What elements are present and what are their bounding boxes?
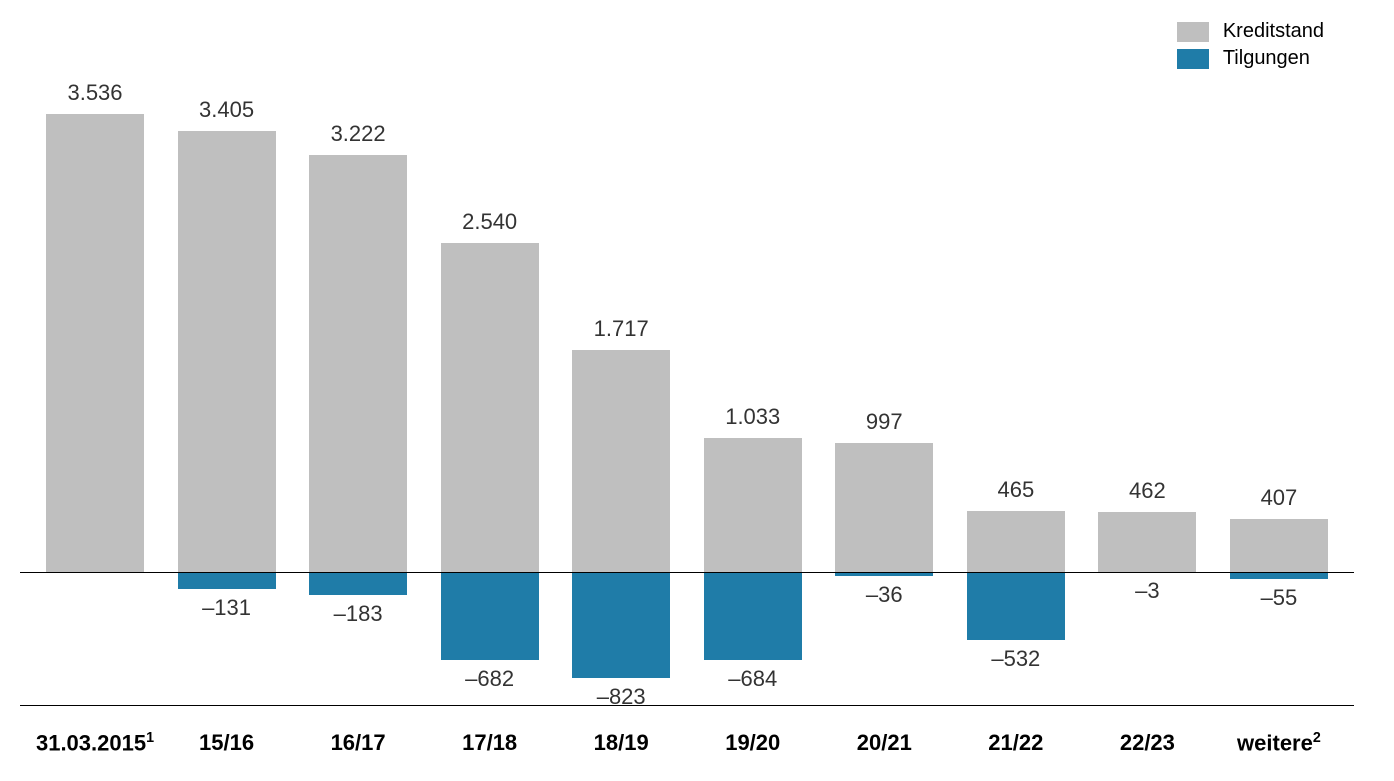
x-axis-label: 21/22 — [951, 730, 1081, 756]
legend-item-kreditstand: Kreditstand — [1177, 20, 1324, 43]
x-axis-label: 20/21 — [819, 730, 949, 756]
legend-label-kreditstand: Kreditstand — [1223, 20, 1324, 43]
x-axis-label: 16/17 — [293, 730, 423, 756]
x-axis-label-sup: 1 — [146, 730, 154, 746]
x-axis-line — [20, 705, 1354, 706]
x-labels: 31.03.2015115/1616/1717/1818/1919/2020/2… — [30, 730, 1344, 756]
legend-item-tilgungen: Tilgungen — [1177, 47, 1324, 70]
legend-swatch-tilgungen — [1177, 49, 1209, 69]
x-axis-label: 22/23 — [1082, 730, 1212, 756]
legend: Kreditstand Tilgungen — [1177, 20, 1324, 74]
x-axis-label: 15/16 — [162, 730, 292, 756]
x-axis-label: 18/19 — [556, 730, 686, 756]
x-axis-label: weitere2 — [1214, 730, 1344, 756]
legend-swatch-kreditstand — [1177, 22, 1209, 42]
x-axis-label: 17/18 — [425, 730, 555, 756]
x-axis-label: 31.03.20151 — [30, 730, 160, 756]
legend-label-tilgungen: Tilgungen — [1223, 47, 1310, 70]
x-axis-label: 19/20 — [688, 730, 818, 756]
baseline — [20, 572, 1354, 573]
chart-wrapper: Kreditstand Tilgungen 3.5363.405–1313.22… — [20, 20, 1354, 761]
x-axis-label-sup: 2 — [1313, 730, 1321, 746]
plot-area — [20, 80, 1354, 701]
